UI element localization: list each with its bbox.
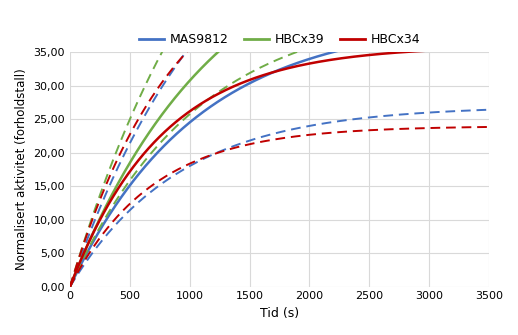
HBCx34 [486, 46, 492, 50]
HBCx39 [114, 182, 121, 186]
Legend: MAS9812, HBCx39, HBCx34: MAS9812, HBCx39, HBCx34 [134, 28, 425, 51]
HBCx39 [227, 39, 234, 43]
HBCx34 [246, 78, 252, 82]
HBCx34 [139, 153, 146, 157]
MAS9812 [246, 82, 252, 86]
HBCx39 [246, 24, 252, 28]
HBCx39 [139, 140, 146, 144]
Line: MAS9812: MAS9812 [70, 28, 489, 286]
HBCx39 [67, 284, 73, 288]
X-axis label: Tid (s): Tid (s) [260, 307, 299, 320]
Line: HBCx34: HBCx34 [70, 48, 489, 286]
HBCx34 [67, 284, 73, 288]
MAS9812 [478, 27, 484, 31]
MAS9812 [139, 167, 146, 171]
MAS9812 [114, 200, 121, 204]
MAS9812 [227, 92, 234, 96]
HBCx34 [114, 187, 121, 191]
HBCx34 [478, 47, 484, 51]
HBCx34 [433, 48, 439, 52]
MAS9812 [433, 31, 439, 36]
MAS9812 [67, 284, 73, 288]
MAS9812 [486, 26, 492, 30]
Line: HBCx39: HBCx39 [70, 0, 489, 286]
HBCx34 [227, 86, 234, 90]
Y-axis label: Normalisert aktivitet (forholdstall): Normalisert aktivitet (forholdstall) [15, 69, 28, 270]
